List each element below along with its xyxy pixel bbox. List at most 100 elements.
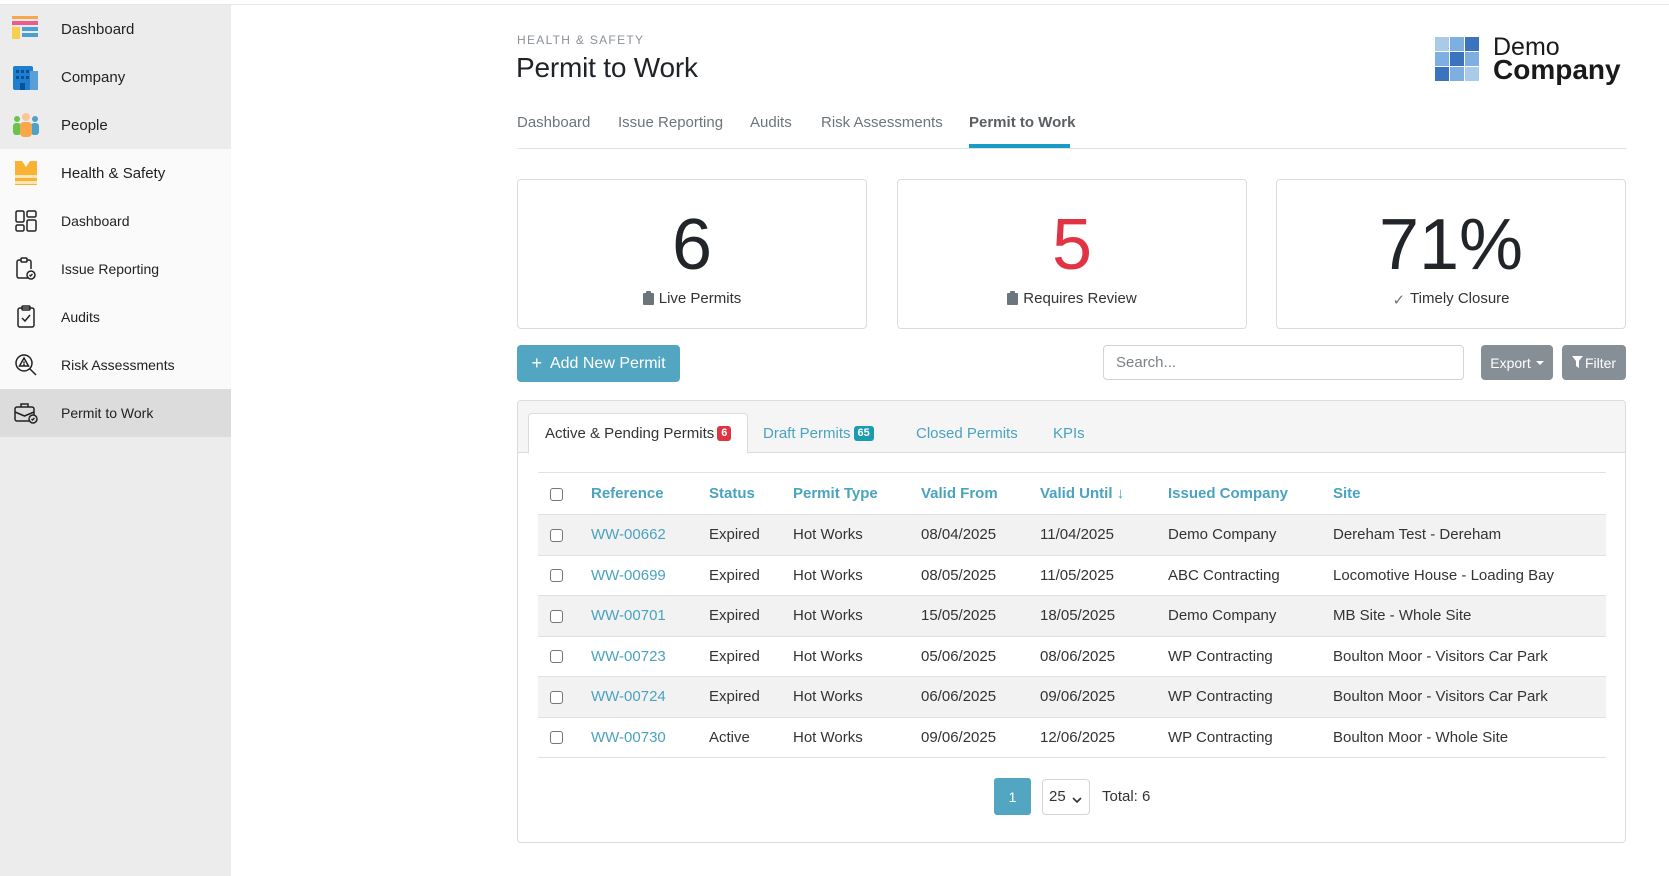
permit-type-cell: Hot Works — [793, 514, 921, 556]
stat-label-text: Requires Review — [1023, 290, 1137, 307]
clipboard-issue-icon — [12, 255, 40, 283]
stat-card-requires-review: 5 Requires Review — [897, 179, 1247, 329]
issued-company-cell: WP Contracting — [1168, 717, 1333, 758]
sidebar-item-label: Dashboard — [61, 213, 130, 229]
reference-link[interactable]: WW-00724 — [591, 688, 666, 706]
people-icon — [12, 111, 40, 139]
valid-from-cell: 08/04/2025 — [921, 514, 1040, 556]
tab-draft-permits[interactable]: Draft Permits 65 — [747, 413, 890, 454]
dashboard-color-icon — [12, 15, 40, 43]
chevron-down-icon — [1072, 791, 1082, 808]
filter-label: Filter — [1584, 354, 1617, 371]
stat-value: 71% — [1378, 205, 1524, 285]
tab-kpis[interactable]: KPIs — [1037, 413, 1101, 454]
filter-icon — [1571, 355, 1583, 371]
sidebar-item-dashboard[interactable]: Dashboard — [0, 5, 231, 53]
sidebar-item-label: Health & Safety — [61, 164, 166, 182]
page-size-select[interactable]: 25 — [1042, 778, 1090, 815]
tab-label: Active & Pending Permits — [545, 425, 715, 442]
breadcrumb: HEALTH & SAFETY — [517, 33, 645, 47]
filter-button[interactable]: Filter — [1562, 345, 1626, 380]
valid-until-cell: 12/06/2025 — [1040, 717, 1168, 758]
table-row[interactable]: WW-00701 Expired Hot Works 15/05/2025 18… — [538, 595, 1606, 637]
reference-link[interactable]: WW-00723 — [591, 647, 666, 665]
column-header-permit-type[interactable]: Permit Type — [793, 472, 921, 515]
valid-from-cell: 15/05/2025 — [921, 595, 1040, 637]
permits-panel: Active & Pending Permits 6 Draft Permits… — [517, 400, 1626, 843]
table-row[interactable]: WW-00723 Expired Hot Works 05/06/2025 08… — [538, 636, 1606, 677]
count-badge: 6 — [717, 426, 732, 441]
row-checkbox[interactable] — [550, 690, 563, 704]
table-row[interactable]: WW-00724 Expired Hot Works 06/06/2025 09… — [538, 676, 1606, 718]
sidebar-item-label: Permit to Work — [61, 405, 154, 421]
logo-mark-icon — [1435, 37, 1481, 83]
status-badge: Expired — [709, 636, 793, 677]
tab-label: KPIs — [1053, 425, 1085, 442]
tab-permit-to-work[interactable]: Permit to Work — [969, 114, 1076, 131]
reference-link[interactable]: WW-00662 — [591, 526, 666, 544]
valid-until-cell: 18/05/2025 — [1040, 595, 1168, 637]
export-dropdown-button[interactable]: Export — [1481, 345, 1553, 380]
column-header-status[interactable]: Status — [709, 472, 793, 515]
column-header-reference[interactable]: Reference — [591, 472, 709, 515]
table-row[interactable]: WW-00699 Expired Hot Works 08/05/2025 11… — [538, 555, 1606, 596]
permit-type-cell: Hot Works — [793, 555, 921, 596]
status-badge: Expired — [709, 676, 793, 718]
status-badge: Expired — [709, 555, 793, 596]
site-cell: Boulton Moor - Visitors Car Park — [1333, 636, 1606, 677]
column-header-valid-from[interactable]: Valid From — [921, 472, 1040, 515]
reference-link[interactable]: WW-00730 — [591, 728, 666, 746]
module-tabs: Dashboard Issue Reporting Audits Risk As… — [517, 108, 1626, 149]
tab-closed-permits[interactable]: Closed Permits — [900, 413, 1034, 454]
table-row[interactable]: WW-00730 Active Hot Works 09/06/2025 12/… — [538, 717, 1606, 758]
row-checkbox[interactable] — [550, 569, 563, 583]
status-badge: Active — [709, 717, 793, 758]
add-new-permit-button[interactable]: + Add New Permit — [517, 345, 680, 382]
permit-type-cell: Hot Works — [793, 595, 921, 637]
page-button-1[interactable]: 1 — [994, 778, 1031, 815]
top-border — [0, 0, 1669, 5]
sidebar-item-health-safety[interactable]: Health & Safety — [0, 149, 231, 197]
row-checkbox[interactable] — [550, 528, 563, 542]
status-badge: Expired — [709, 514, 793, 556]
reference-link[interactable]: WW-00699 — [591, 566, 666, 584]
export-label: Export — [1490, 354, 1531, 371]
page-title: Permit to Work — [516, 52, 698, 83]
column-header-issued-company[interactable]: Issued Company — [1168, 472, 1333, 515]
logo-text-line2: Company — [1493, 54, 1621, 85]
sidebar-subitem-permit-to-work[interactable]: Permit to Work — [0, 389, 231, 437]
sidebar-item-people[interactable]: People — [0, 101, 231, 149]
tab-dashboard[interactable]: Dashboard — [517, 114, 591, 131]
column-header-site[interactable]: Site — [1333, 472, 1606, 515]
sidebar-item-label: Issue Reporting — [61, 261, 160, 277]
clipboard-icon — [642, 291, 654, 309]
sidebar-subitem-audits[interactable]: Audits — [0, 293, 231, 341]
tab-active-pending-permits[interactable]: Active & Pending Permits 6 — [528, 413, 749, 454]
issued-company-cell: Demo Company — [1168, 595, 1333, 637]
site-cell: Boulton Moor - Visitors Car Park — [1333, 676, 1606, 718]
tab-audits[interactable]: Audits — [750, 114, 792, 131]
reference-link[interactable]: WW-00701 — [591, 607, 666, 625]
tab-issue-reporting[interactable]: Issue Reporting — [618, 114, 724, 131]
sidebar-subitem-issue-reporting[interactable]: Issue Reporting — [0, 245, 231, 293]
column-header-valid-until[interactable]: Valid Until ↓ — [1040, 472, 1168, 515]
sidebar: Dashboard Company People Health & Safety… — [0, 5, 231, 876]
valid-until-cell: 11/04/2025 — [1040, 514, 1168, 556]
row-checkbox[interactable] — [550, 650, 563, 664]
sidebar-subitem-dashboard[interactable]: Dashboard — [0, 197, 231, 245]
select-all-checkbox[interactable] — [550, 487, 563, 501]
briefcase-check-icon — [12, 399, 40, 427]
search-input[interactable] — [1103, 345, 1464, 380]
sidebar-item-company[interactable]: Company — [0, 53, 231, 101]
sidebar-subitem-risk-assessments[interactable]: Risk Assessments — [0, 341, 231, 389]
site-cell: Locomotive House - Loading Bay — [1333, 555, 1606, 596]
tab-risk-assessments[interactable]: Risk Assessments — [821, 114, 943, 131]
issued-company-cell: WP Contracting — [1168, 636, 1333, 677]
row-checkbox[interactable] — [550, 609, 563, 623]
row-checkbox[interactable] — [550, 731, 563, 745]
permit-type-cell: Hot Works — [793, 636, 921, 677]
valid-from-cell: 06/06/2025 — [921, 676, 1040, 718]
site-cell: Boulton Moor - Whole Site — [1333, 717, 1606, 758]
table-row[interactable]: WW-00662 Expired Hot Works 08/04/2025 11… — [538, 514, 1606, 556]
building-icon — [12, 63, 40, 91]
